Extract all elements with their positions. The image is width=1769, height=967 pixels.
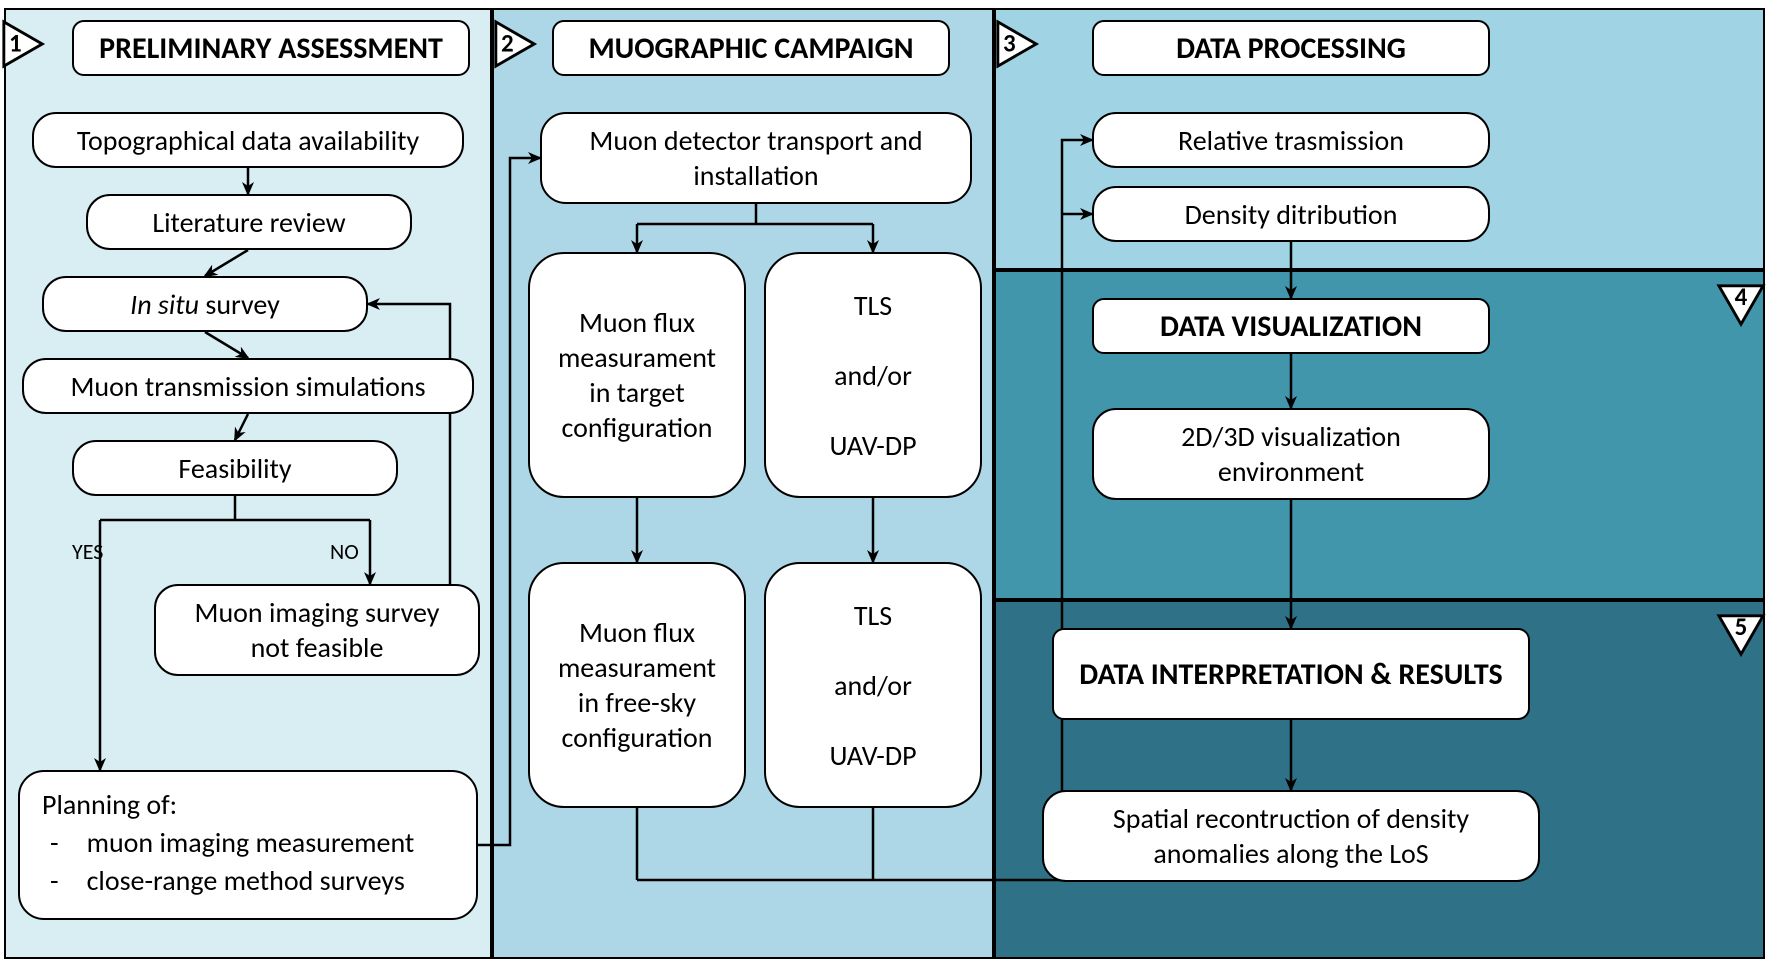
node-visualization-env: 2D/3D visualization environment: [1092, 408, 1490, 500]
header-data-interpretation: DATA INTERPRETATION & RESULTS: [1052, 628, 1530, 720]
header-data-visualization: DATA VISUALIZATION: [1092, 298, 1490, 354]
node-text: Muon transmission simulations: [70, 369, 425, 404]
node-text: Literature review: [152, 205, 345, 240]
node-text: Topographical data availability: [77, 123, 419, 158]
node-text: In situ survey: [130, 287, 280, 322]
label-no: NO: [330, 538, 359, 565]
header-preliminary-assessment: PRELIMINARY ASSESSMENT: [72, 20, 470, 76]
header-text: MUOGRAPHIC CAMPAIGN: [588, 30, 913, 67]
node-in-situ-survey: In situ survey: [42, 276, 368, 332]
header-data-processing: DATA PROCESSING: [1092, 20, 1490, 76]
node-text: Spatial recontruction of density anomali…: [1062, 801, 1520, 871]
node-text: Muon flux measurament in free-sky config…: [548, 615, 726, 755]
header-text: PRELIMINARY ASSESSMENT: [99, 30, 443, 67]
node-not-feasible: Muon imaging survey not feasible: [154, 584, 480, 676]
svg-text:1: 1: [9, 28, 22, 59]
planning-title: Planning of:: [42, 786, 454, 824]
header-text: DATA INTERPRETATION & RESULTS: [1079, 656, 1502, 693]
node-detector-install: Muon detector transport and installation: [540, 112, 972, 204]
node-muon-simulations: Muon transmission simulations: [22, 358, 474, 414]
badge-2: 2: [492, 20, 540, 68]
node-text: Muon detector transport and installation: [560, 123, 952, 193]
badge-4: 4: [1717, 282, 1765, 330]
planning-item: - muon imaging measurement: [42, 824, 454, 862]
node-flux-freesky: Muon flux measurament in free-sky config…: [528, 562, 746, 808]
header-text: DATA PROCESSING: [1176, 30, 1406, 67]
node-text: TLSand/orUAV-DP: [829, 288, 916, 463]
node-planning: Planning of: - muon imaging measurement-…: [18, 770, 478, 920]
node-tls-uav-2: TLSand/orUAV-DP: [764, 562, 982, 808]
node-relative-transmission: Relative trasmission: [1092, 112, 1490, 168]
badge-1: 1: [0, 20, 48, 68]
node-density-distribution: Density ditribution: [1092, 186, 1490, 242]
badge-3: 3: [994, 20, 1042, 68]
node-text: Muon imaging survey not feasible: [174, 595, 460, 665]
planning-items: - muon imaging measurement- close-range …: [42, 824, 454, 900]
node-flux-target: Muon flux measurament in target configur…: [528, 252, 746, 498]
header-text: DATA VISUALIZATION: [1160, 308, 1422, 345]
svg-text:4: 4: [1735, 281, 1748, 312]
node-spatial-reconstruction: Spatial recontruction of density anomali…: [1042, 790, 1540, 882]
node-text: TLSand/orUAV-DP: [829, 598, 916, 773]
node-feasibility: Feasibility: [72, 440, 398, 496]
node-text: Relative trasmission: [1178, 123, 1404, 158]
node-text: Muon flux measurament in target configur…: [548, 305, 726, 445]
badge-5: 5: [1717, 612, 1765, 660]
node-text: Density ditribution: [1185, 197, 1398, 232]
svg-text:3: 3: [1003, 28, 1016, 59]
node-text: 2D/3D visualization environment: [1112, 419, 1470, 489]
node-tls-uav-1: TLSand/orUAV-DP: [764, 252, 982, 498]
svg-text:5: 5: [1735, 611, 1748, 642]
node-text: Feasibility: [178, 451, 291, 486]
label-yes: YES: [72, 538, 103, 565]
header-muographic-campaign: MUOGRAPHIC CAMPAIGN: [552, 20, 950, 76]
node-topographical-data: Topographical data availability: [32, 112, 464, 168]
planning-item: - close-range method surveys: [42, 862, 454, 900]
node-literature-review: Literature review: [86, 194, 412, 250]
svg-text:2: 2: [501, 28, 514, 59]
